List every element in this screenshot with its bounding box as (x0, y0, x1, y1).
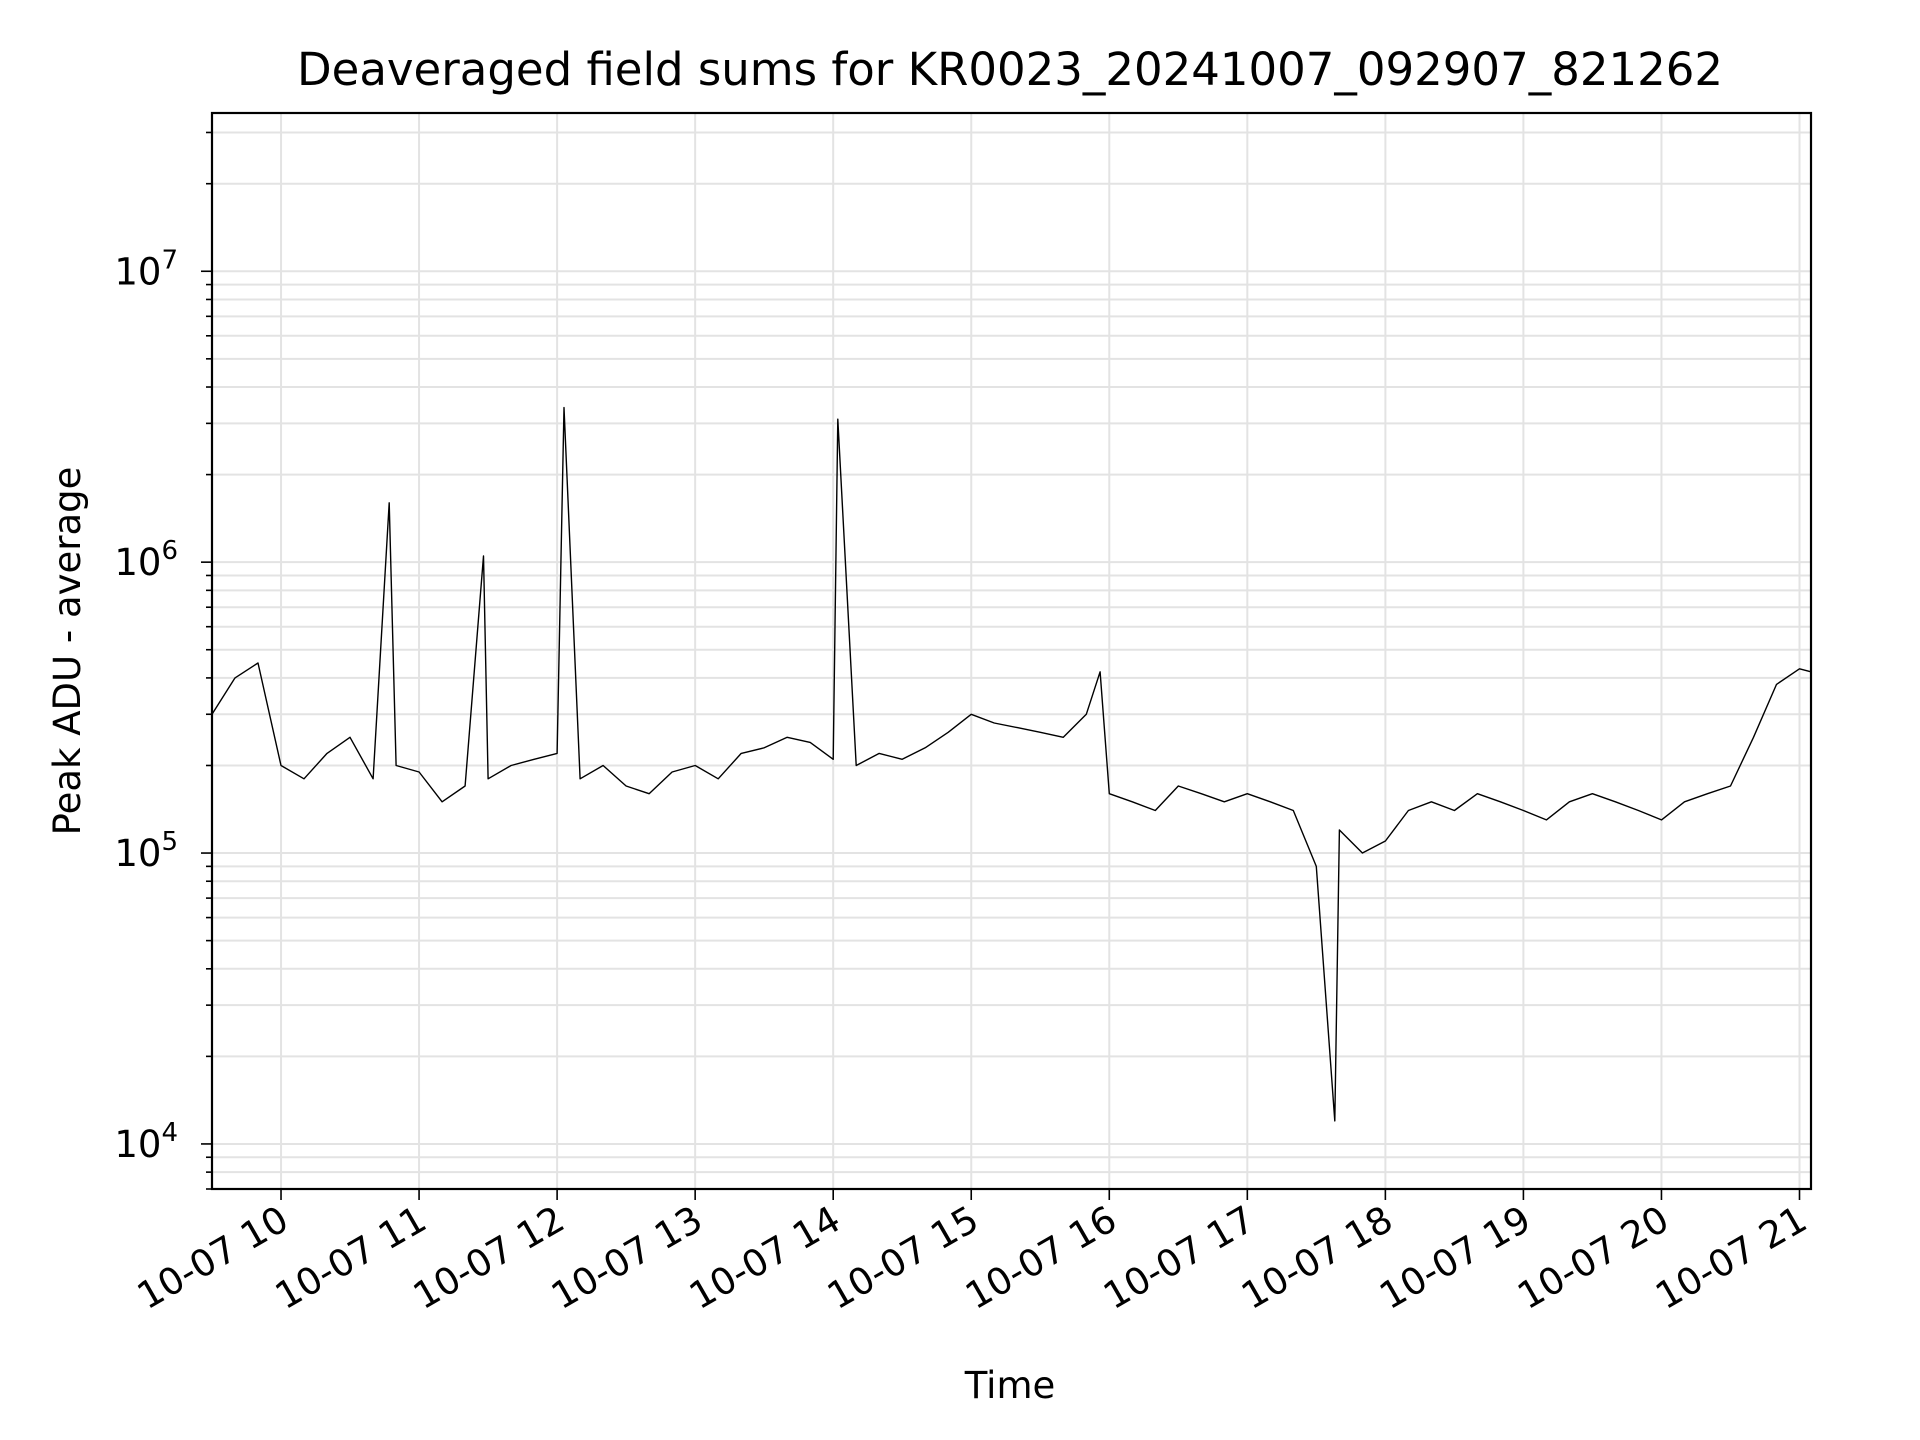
y-axis: 104 105 106 107 (114, 131, 212, 1190)
chart-title: Deaveraged field sums for KR0023_2024100… (297, 43, 1723, 96)
series-layer (211, 406, 1812, 1122)
grid (212, 113, 1811, 1190)
y-axis-label: Peak ADU - average (46, 467, 89, 836)
y-tick-label: 104 (114, 1118, 178, 1166)
plot-frame (210, 111, 1813, 1191)
x-axis-label: Time (964, 1364, 1056, 1407)
series-line-0 (211, 406, 1812, 1122)
y-tick-label: 107 (114, 245, 178, 293)
y-tick-label: 105 (114, 827, 178, 875)
y-tick-label: 106 (114, 536, 178, 584)
